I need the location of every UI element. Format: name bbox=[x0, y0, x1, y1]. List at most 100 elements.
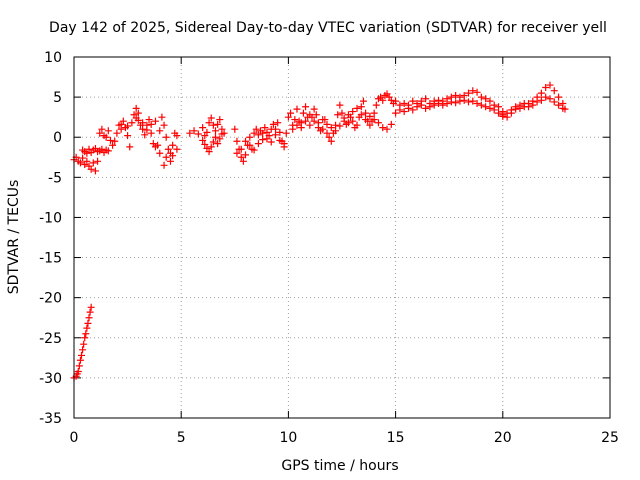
data-point bbox=[124, 122, 132, 130]
data-point bbox=[134, 109, 142, 117]
data-point bbox=[83, 324, 91, 332]
data-point bbox=[542, 83, 550, 91]
data-point bbox=[186, 129, 194, 137]
data-point bbox=[102, 133, 110, 141]
data-point bbox=[323, 120, 331, 128]
data-point bbox=[546, 81, 554, 89]
data-point bbox=[310, 117, 318, 125]
data-point bbox=[490, 106, 498, 114]
data-point bbox=[284, 113, 292, 121]
data-point bbox=[104, 127, 112, 135]
data-point bbox=[349, 117, 357, 125]
data-point bbox=[162, 133, 170, 141]
data-point bbox=[422, 104, 430, 112]
data-point bbox=[276, 128, 284, 136]
data-point bbox=[400, 100, 408, 108]
data-point bbox=[242, 137, 250, 145]
data-point bbox=[379, 96, 387, 104]
data-point bbox=[250, 146, 258, 154]
data-point bbox=[477, 93, 485, 101]
data-point bbox=[387, 120, 395, 128]
data-point bbox=[160, 161, 168, 169]
x-tick-label: 15 bbox=[387, 430, 405, 446]
data-point bbox=[396, 106, 404, 114]
data-point bbox=[486, 104, 494, 112]
data-point bbox=[310, 105, 318, 113]
data-point bbox=[91, 167, 99, 175]
data-points bbox=[70, 81, 569, 382]
y-tick-label: -25 bbox=[39, 331, 62, 347]
data-point bbox=[512, 103, 520, 111]
y-tick-label: 10 bbox=[44, 50, 62, 66]
data-point bbox=[469, 97, 477, 105]
data-point bbox=[216, 116, 224, 124]
data-point bbox=[366, 121, 374, 129]
data-point bbox=[400, 108, 408, 116]
data-point bbox=[82, 330, 90, 338]
data-point bbox=[374, 119, 382, 127]
data-point bbox=[280, 140, 288, 148]
data-point bbox=[319, 125, 327, 133]
data-point bbox=[507, 106, 515, 114]
data-point bbox=[312, 111, 320, 119]
data-point bbox=[272, 131, 280, 139]
data-point bbox=[158, 113, 166, 121]
data-point bbox=[372, 101, 380, 109]
data-point bbox=[269, 120, 277, 128]
data-point bbox=[141, 131, 149, 139]
data-point bbox=[199, 124, 207, 132]
data-point bbox=[76, 159, 84, 167]
data-point bbox=[486, 97, 494, 105]
y-tick-label: 0 bbox=[53, 130, 62, 146]
data-point bbox=[370, 116, 378, 124]
data-point bbox=[550, 87, 558, 95]
data-point bbox=[147, 129, 155, 137]
y-tick-label: -5 bbox=[48, 170, 62, 186]
data-point bbox=[550, 98, 558, 106]
data-point bbox=[194, 130, 202, 138]
data-point bbox=[413, 103, 421, 111]
data-point bbox=[473, 100, 481, 108]
data-point bbox=[338, 109, 346, 117]
data-point bbox=[79, 154, 87, 162]
data-point bbox=[154, 141, 162, 149]
data-point bbox=[443, 100, 451, 108]
data-point bbox=[78, 351, 86, 359]
data-point bbox=[366, 112, 374, 120]
data-point bbox=[156, 127, 164, 135]
data-point bbox=[84, 319, 92, 327]
data-point bbox=[145, 116, 153, 124]
data-point bbox=[555, 93, 563, 101]
data-point bbox=[87, 303, 95, 311]
data-point bbox=[109, 141, 117, 149]
data-point bbox=[314, 119, 322, 127]
data-point bbox=[132, 104, 140, 112]
y-tick-label: -10 bbox=[39, 210, 62, 226]
data-point bbox=[89, 159, 97, 167]
data-point bbox=[259, 129, 267, 137]
data-point bbox=[349, 108, 357, 116]
data-point bbox=[520, 103, 528, 111]
data-point bbox=[205, 119, 213, 127]
data-point bbox=[106, 136, 114, 144]
x-tick-label: 10 bbox=[279, 430, 297, 446]
data-point bbox=[334, 111, 342, 119]
data-point bbox=[344, 119, 352, 127]
data-point bbox=[214, 140, 222, 148]
data-point bbox=[499, 112, 507, 120]
data-point bbox=[426, 103, 434, 111]
data-point bbox=[87, 165, 95, 173]
data-point bbox=[306, 111, 314, 119]
data-point bbox=[214, 120, 222, 128]
data-point bbox=[430, 101, 438, 109]
y-axis-ticks: -35 -30 -25 -20 -15 -10 -5 0 5 10 bbox=[39, 50, 610, 427]
data-point bbox=[302, 117, 310, 125]
data-point bbox=[370, 109, 378, 117]
data-point bbox=[83, 149, 91, 157]
data-point bbox=[452, 92, 460, 100]
data-point bbox=[404, 104, 412, 112]
data-point bbox=[254, 131, 262, 139]
data-point bbox=[533, 98, 541, 106]
data-point bbox=[233, 149, 241, 157]
data-point bbox=[139, 119, 147, 127]
